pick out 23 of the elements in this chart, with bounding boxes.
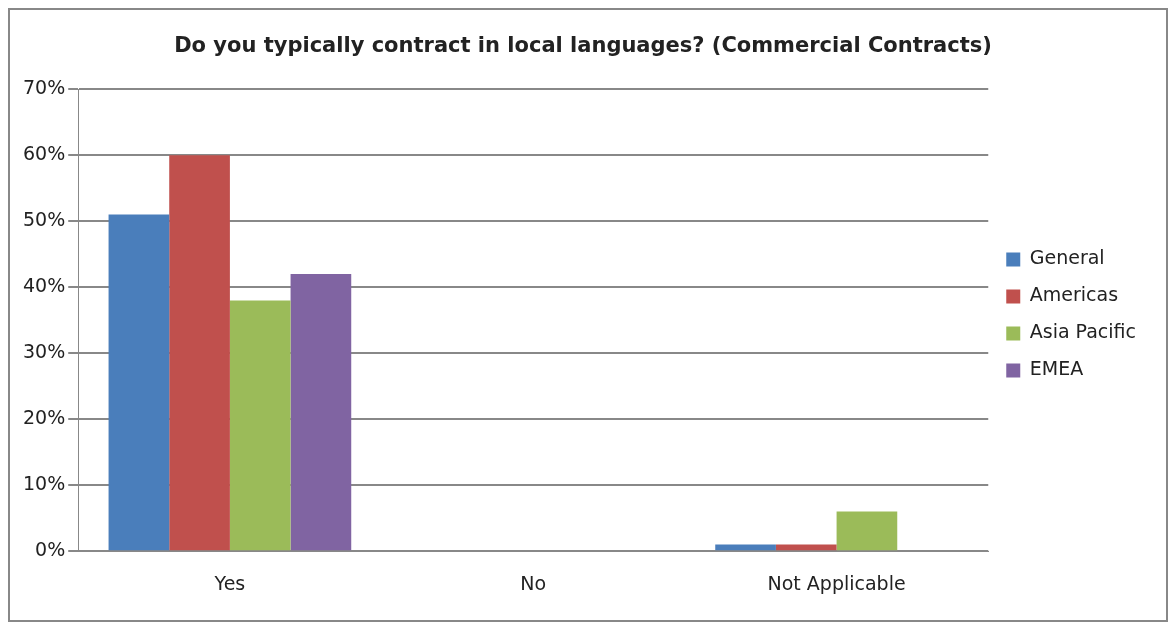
bar: [229, 300, 291, 551]
bar: [775, 544, 837, 551]
y-tick-label: 60%: [23, 142, 66, 165]
legend-label: Americas: [1029, 283, 1119, 306]
bar: [715, 544, 776, 551]
y-tick-label: 20%: [23, 406, 66, 429]
bar: [290, 274, 352, 551]
y-tick-label: 30%: [23, 340, 66, 363]
y-tick-label: 40%: [23, 274, 66, 297]
chart-title: Do you typically contract in local languages? (Commercial Contracts): [174, 33, 992, 58]
bar: [169, 155, 230, 551]
y-tick-label: 70%: [23, 76, 66, 99]
x-tick-label: No: [520, 571, 547, 594]
x-tick-label: Not Applicable: [767, 571, 906, 594]
bar: [108, 214, 170, 551]
bar: [836, 511, 898, 551]
legend-label: General: [1029, 246, 1105, 269]
y-tick-label: 10%: [23, 472, 66, 495]
y-tick-label: 50%: [23, 208, 66, 231]
x-tick-label: Yes: [213, 571, 246, 594]
legend-label: Asia Pacific: [1029, 320, 1137, 343]
y-tick-label: 0%: [35, 538, 66, 561]
legend-label: EMEA: [1029, 357, 1084, 380]
